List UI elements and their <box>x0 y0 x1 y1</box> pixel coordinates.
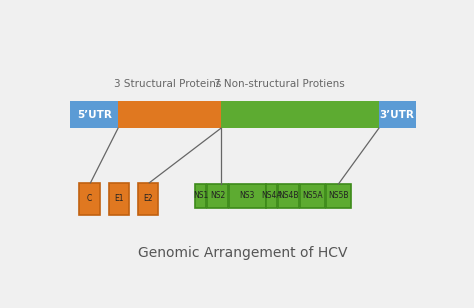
Text: 3’UTR: 3’UTR <box>380 110 415 120</box>
Text: NS2: NS2 <box>210 191 225 201</box>
Bar <box>300 184 325 208</box>
Text: NS5B: NS5B <box>328 191 349 201</box>
Text: NS3: NS3 <box>240 191 255 201</box>
Text: 7 Non-structural Protiens: 7 Non-structural Protiens <box>214 79 345 89</box>
Text: NS4A: NS4A <box>262 191 282 201</box>
Bar <box>326 184 351 208</box>
Bar <box>109 183 129 215</box>
Text: 5’UTR: 5’UTR <box>77 110 111 120</box>
Bar <box>195 184 206 208</box>
Text: NS1: NS1 <box>193 191 208 201</box>
Bar <box>221 101 379 128</box>
Bar <box>138 183 158 215</box>
Bar <box>80 183 100 215</box>
Bar <box>70 101 118 128</box>
Bar <box>229 184 266 208</box>
Bar <box>266 184 277 208</box>
Text: NS4B: NS4B <box>279 191 299 201</box>
Text: C: C <box>87 194 92 203</box>
Bar <box>278 184 300 208</box>
Bar <box>118 101 221 128</box>
Bar <box>207 184 228 208</box>
Bar <box>379 101 416 128</box>
Text: Genomic Arrangement of HCV: Genomic Arrangement of HCV <box>138 246 347 260</box>
Text: E1: E1 <box>114 194 124 203</box>
Text: 3 Structural Proteins: 3 Structural Proteins <box>114 79 221 89</box>
Text: E2: E2 <box>144 194 153 203</box>
Text: NS5A: NS5A <box>302 191 323 201</box>
